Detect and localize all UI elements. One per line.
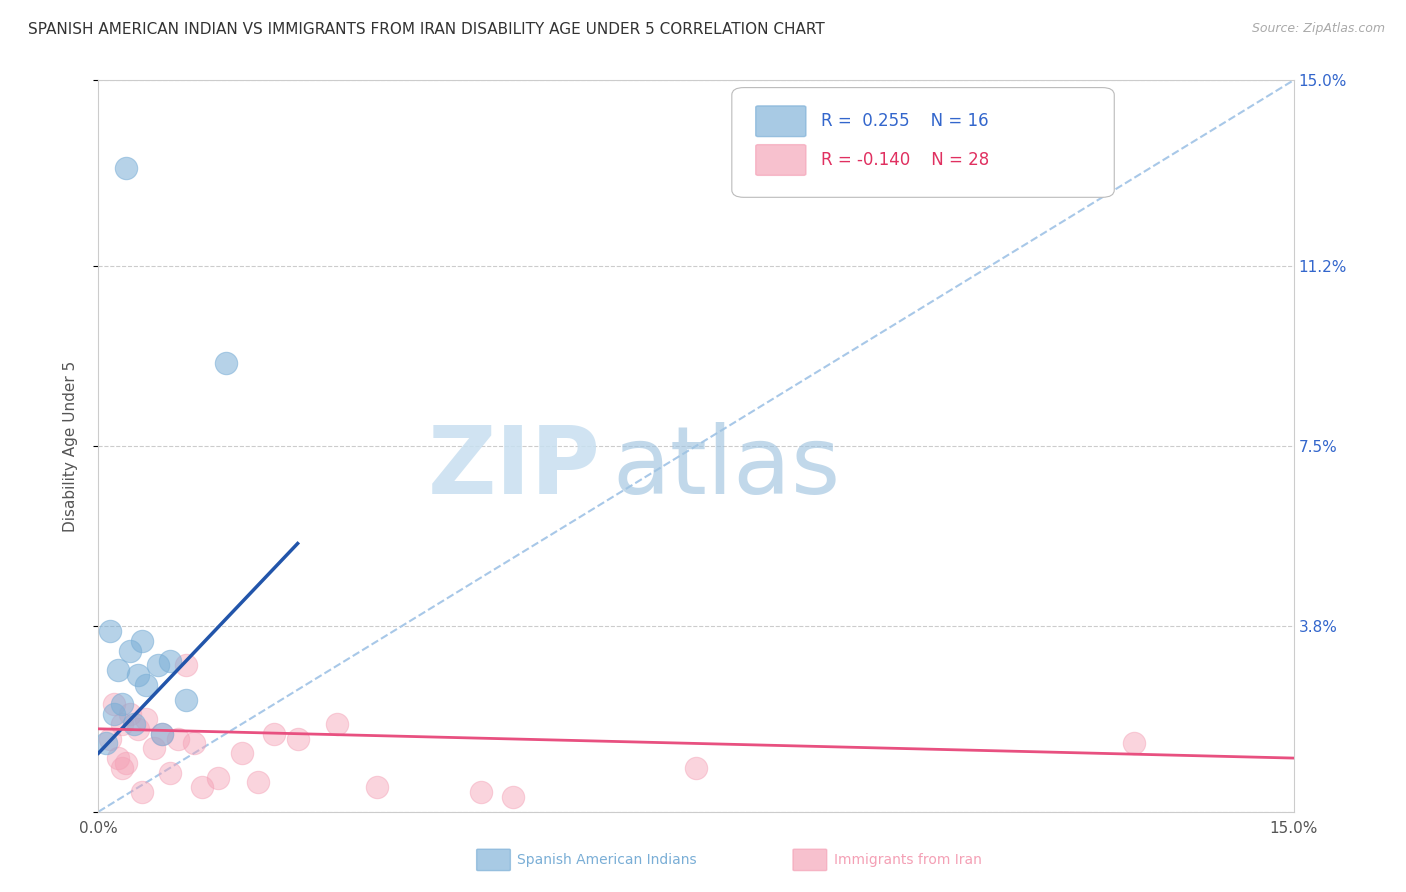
- Point: [96, 736, 118, 750]
- Point: [470, 785, 492, 799]
- Text: R =  0.255    N = 16: R = 0.255 N = 16: [821, 112, 988, 130]
- Y-axis label: Disability Age Under 5: Disability Age Under 5: [63, 360, 77, 532]
- Point: [103, 707, 125, 722]
- Text: SPANISH AMERICAN INDIAN VS IMMIGRANTS FROM IRAN DISABILITY AGE UNDER 5 CORRELATI: SPANISH AMERICAN INDIAN VS IMMIGRANTS FR…: [28, 22, 825, 37]
- Point: [135, 678, 157, 692]
- Point: [159, 654, 181, 668]
- Point: [207, 771, 229, 785]
- Point: [183, 736, 205, 750]
- Point: [174, 692, 197, 706]
- Point: [231, 746, 253, 760]
- Point: [366, 780, 388, 795]
- Point: [98, 731, 122, 746]
- Point: [263, 727, 285, 741]
- FancyBboxPatch shape: [733, 87, 1115, 197]
- Point: [103, 698, 125, 712]
- Point: [502, 790, 524, 805]
- Point: [120, 707, 142, 722]
- Point: [107, 663, 129, 677]
- Point: [150, 727, 173, 741]
- Point: [115, 756, 138, 770]
- Point: [131, 785, 153, 799]
- Point: [685, 761, 707, 775]
- Text: ZIP: ZIP: [427, 422, 600, 514]
- Point: [131, 634, 153, 648]
- Text: Immigrants from Iran: Immigrants from Iran: [834, 853, 981, 867]
- Point: [111, 717, 134, 731]
- Point: [111, 761, 134, 775]
- Point: [150, 727, 173, 741]
- Point: [174, 658, 197, 673]
- Point: [111, 698, 134, 712]
- Point: [287, 731, 309, 746]
- Point: [326, 717, 349, 731]
- Text: atlas: atlas: [613, 422, 841, 514]
- Text: Spanish American Indians: Spanish American Indians: [517, 853, 697, 867]
- Point: [115, 161, 138, 175]
- Point: [1123, 736, 1146, 750]
- Point: [148, 658, 170, 673]
- FancyBboxPatch shape: [756, 145, 806, 176]
- Point: [135, 712, 157, 726]
- Point: [191, 780, 214, 795]
- Point: [120, 644, 142, 658]
- Point: [98, 624, 122, 639]
- Point: [124, 717, 146, 731]
- Point: [246, 775, 269, 789]
- Point: [159, 765, 181, 780]
- Text: R = -0.140    N = 28: R = -0.140 N = 28: [821, 151, 990, 169]
- Point: [107, 751, 129, 765]
- Point: [127, 668, 149, 682]
- Text: Source: ZipAtlas.com: Source: ZipAtlas.com: [1251, 22, 1385, 36]
- Point: [127, 722, 149, 736]
- Point: [215, 356, 238, 370]
- Point: [167, 731, 190, 746]
- Point: [143, 741, 166, 756]
- FancyBboxPatch shape: [756, 106, 806, 136]
